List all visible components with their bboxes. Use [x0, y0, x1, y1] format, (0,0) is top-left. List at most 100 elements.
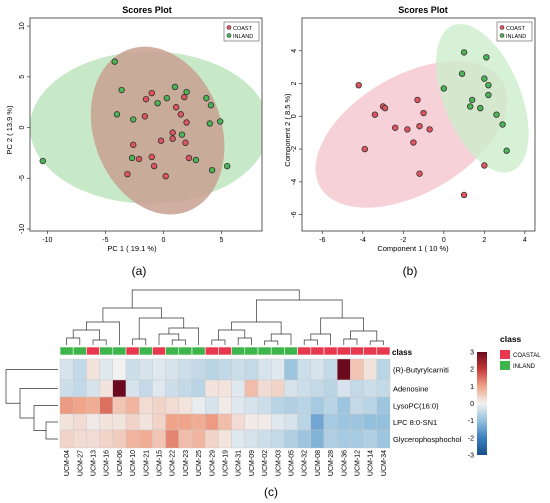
column-label: UCM-06: [117, 450, 124, 476]
data-point-inland: [163, 94, 171, 102]
dendrogram-link: [72, 329, 100, 340]
data-point-coast: [392, 124, 399, 131]
class-row-label: class: [392, 348, 413, 357]
data-point-coast: [172, 104, 180, 111]
data-point-coast: [130, 141, 137, 148]
dendrogram-link: [92, 339, 107, 345]
class-cell-coastal: [218, 346, 232, 356]
heatmap-cell: [99, 379, 113, 398]
heatmap-cell: [231, 379, 246, 398]
heatmap-cell: [59, 413, 74, 431]
heatmap-cell: [204, 413, 219, 431]
heatmap-cell: [125, 396, 140, 415]
heatmap-cell: [72, 396, 87, 415]
heatmap-cell: [337, 429, 351, 449]
data-point-inland: [468, 96, 476, 104]
dendrogram-link: [303, 339, 318, 345]
legend-box: [496, 21, 533, 42]
heatmap-cell: [59, 379, 74, 398]
scale-tick-label: 1: [470, 384, 474, 391]
heatmap-cell: [244, 358, 259, 381]
x-tick-label: 0: [442, 237, 446, 244]
heatmap-cell: [204, 379, 219, 398]
dendrogram-link: [86, 321, 120, 345]
heatmap-cell: [178, 413, 193, 431]
column-label: UCM-29: [209, 450, 216, 476]
column-label: UCM-36: [341, 450, 348, 476]
class-cell-inland: [270, 346, 285, 356]
data-point-coast: [381, 104, 389, 112]
scores-plot-a: Scores Plot PC 1 ( 19.1 %) PC 2 ( 13.9 %…: [5, 5, 263, 278]
y-tick-label: -2: [291, 146, 298, 152]
dendrogram-link: [19, 388, 58, 419]
legend-label-coast: COAST: [506, 26, 526, 32]
heatmap-cell: [86, 358, 100, 381]
heatmap-cell: [323, 413, 338, 431]
row-label: Glycerophosphochol: [393, 435, 462, 444]
column-label: UCM-08: [315, 450, 322, 476]
data-point-inland: [118, 86, 125, 94]
class-cell-coastal: [323, 346, 338, 356]
y-axis-label: Component 2 ( 8.5 %): [283, 93, 292, 167]
heatmap-cell: [350, 413, 364, 431]
heatmap-cell: [204, 429, 219, 449]
heatmap-cell: [138, 396, 153, 415]
plot-frame: [29, 17, 263, 232]
heatmap-cell: [165, 429, 180, 449]
data-point-inland: [207, 102, 215, 109]
heatmap-cell: [231, 358, 246, 381]
legend-marker-coast: [226, 25, 232, 30]
heatmap-cell: [152, 396, 166, 415]
dendrogram-link: [211, 339, 226, 345]
data-point-coast: [185, 154, 193, 162]
data-point-inland: [178, 131, 186, 138]
panel-label: (b): [403, 264, 418, 278]
heatmap-cell: [310, 358, 325, 381]
heatmap-cell: [138, 413, 153, 431]
data-point-inland: [503, 147, 510, 154]
heatmap-cell: [165, 396, 180, 415]
data-point-coast: [410, 139, 417, 146]
data-point-coast: [183, 119, 190, 126]
row-label: LPC 8:0-SN1: [393, 418, 437, 427]
column-label: UCM-28: [328, 450, 335, 476]
heatmap-cell: [271, 396, 285, 415]
y-tick-label: 10: [19, 22, 26, 30]
column-label: UCM-04: [64, 450, 71, 476]
y-tick-label: -4: [291, 179, 298, 185]
legend: COAST INLAND: [496, 21, 533, 42]
class-cell-inland: [257, 346, 272, 356]
x-tick-label: 4: [523, 237, 527, 244]
class-cell-inland: [191, 346, 206, 356]
heatmap-cell: [244, 429, 259, 449]
heatmap-cell: [363, 396, 378, 415]
data-point-inland: [223, 162, 231, 170]
dendrogram-link: [310, 333, 331, 345]
column-label: UCM-02: [262, 450, 269, 476]
data-point-coast: [150, 162, 158, 170]
heatmap-cell: [191, 358, 206, 381]
heatmap-cell: [257, 413, 272, 431]
data-point-coast: [124, 170, 131, 178]
data-point-coast: [426, 126, 433, 133]
data-point-coast: [169, 135, 176, 142]
y-tick-label: -5: [19, 175, 26, 181]
heatmap-cell: [165, 358, 180, 381]
heatmap-cell: [112, 413, 127, 431]
heatmap-cell: [59, 396, 74, 415]
heatmap-cell: [297, 429, 312, 449]
heatmap-cell: [125, 413, 140, 431]
class-cell-coastal: [350, 346, 364, 356]
plot-frame: [301, 17, 536, 232]
data-point-coast: [420, 109, 427, 117]
legend-box: [223, 21, 260, 42]
dendrogram-link: [131, 289, 300, 308]
data-point-inland: [440, 85, 448, 92]
column-label: UCM-31: [236, 450, 243, 476]
class-cell-inland: [284, 346, 298, 356]
heatmap-cell: [310, 429, 325, 449]
dendrogram-link: [320, 317, 364, 334]
row-label: (R)-Butyrylcarniti: [393, 366, 449, 375]
y-tick-label: 2: [291, 81, 298, 85]
legend-swatch-inland: [500, 361, 510, 370]
